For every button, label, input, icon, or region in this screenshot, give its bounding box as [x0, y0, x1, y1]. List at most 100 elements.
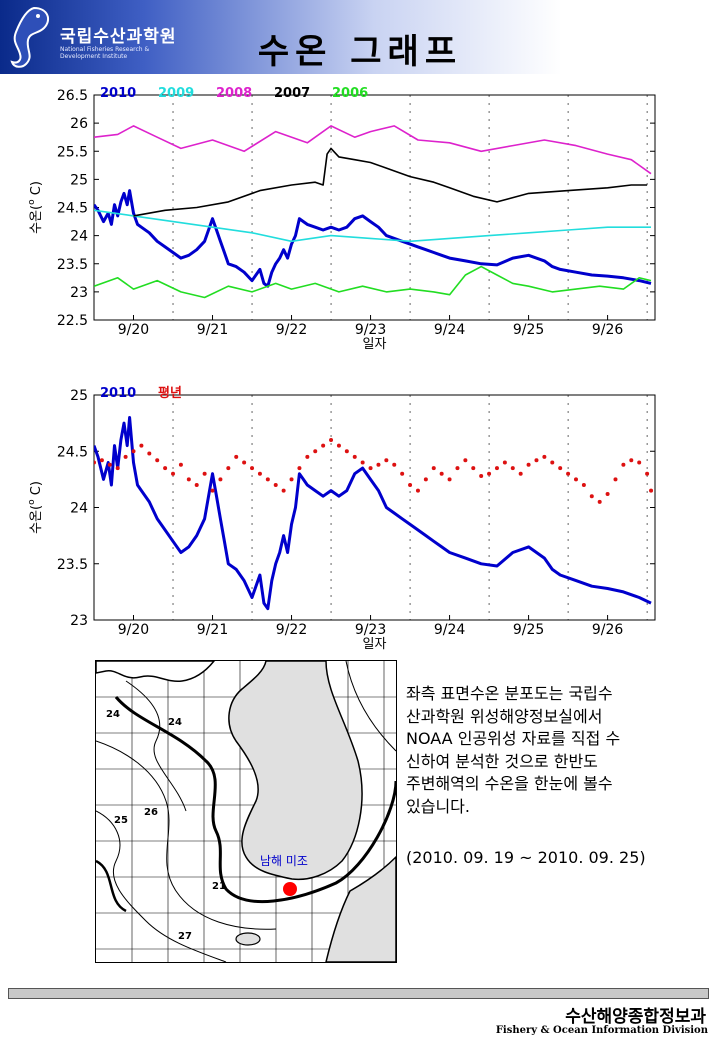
isotherm-3: [125, 680, 187, 812]
logo-org-name: 국립수산과학원: [60, 27, 177, 47]
location-label-namhae-mijo: 남해 미조: [260, 854, 308, 868]
isotherm-4: [95, 859, 127, 913]
data-point: [645, 471, 650, 476]
data-point: [494, 466, 499, 471]
data-point: [566, 471, 571, 476]
page-title: 수온 그래프: [257, 32, 463, 72]
data-point: [94, 460, 96, 465]
y-tick-label: 26: [70, 116, 88, 132]
map-isotherm-label-25: 25: [114, 815, 128, 826]
data-point: [597, 499, 602, 504]
data-point: [265, 477, 270, 482]
data-point: [439, 471, 444, 476]
isotherm-5: [345, 660, 397, 752]
data-point: [147, 451, 152, 456]
y-tick-label: 24: [70, 229, 88, 245]
x-tick-label: 9/25: [513, 322, 544, 338]
y-tick-label: 25: [70, 388, 88, 404]
data-point: [242, 460, 247, 465]
series-2006: [94, 265, 652, 299]
data-point: [534, 458, 539, 463]
x-tick-label: 9/24: [434, 322, 466, 338]
data-point: [518, 471, 523, 476]
x-tick-label: 9/26: [592, 622, 624, 638]
data-point: [415, 488, 420, 493]
footer-division-name-en: Fishery & Ocean Information Division: [495, 1025, 708, 1036]
series-line: [94, 189, 652, 288]
x-tick-label: 9/23: [355, 622, 386, 638]
x-tick-label: 9/21: [197, 622, 228, 638]
legend-entry: 평년: [158, 385, 182, 401]
logo-org-subtitle: National Fisheries Research & Developmen…: [60, 46, 150, 60]
y-tick-label: 23: [70, 613, 88, 629]
legend-entry: 2010: [100, 386, 136, 401]
data-point: [423, 477, 428, 482]
x-tick-label: 9/26: [592, 322, 624, 338]
data-point: [558, 466, 563, 471]
data-point: [344, 449, 349, 454]
nfrdi-logo: 국립수산과학원 National Fisheries Research & De…: [4, 2, 184, 72]
data-point: [573, 477, 578, 482]
series-line: [94, 416, 652, 611]
data-point: [218, 477, 223, 482]
data-point: [392, 462, 397, 467]
y-tick-label: 24: [70, 501, 88, 517]
data-point: [297, 466, 302, 471]
description-line: 주변해역의 수온을 한눈에 볼수: [406, 774, 613, 793]
location-marker: [283, 882, 297, 896]
data-point: [487, 471, 492, 476]
data-point: [463, 458, 468, 463]
map-description: 좌측 표면수온 분포도는 국립수 산과학원 위성해양정보실에서 NOAA 인공위…: [406, 683, 706, 818]
plot-area: [93, 394, 656, 621]
plot-area: [93, 94, 656, 321]
y-axis-label: 수온(o C): [27, 481, 44, 534]
legend-entry: 2009: [158, 86, 194, 101]
data-point: [281, 488, 286, 493]
y-axis-label-degree: o: [27, 499, 37, 505]
y-axis-label-main: 수온(: [29, 205, 44, 234]
legend-entry: 2008: [216, 86, 252, 101]
data-point: [447, 477, 452, 482]
series-line: [94, 209, 651, 243]
series-2009: [94, 209, 651, 243]
chart-2010-vs-normal: 23 23.5 24 24.5 25 9/20 9/21 9/22 9/23 9/24 9/25 9/…: [27, 385, 656, 650]
data-point: [629, 458, 634, 463]
data-point: [637, 460, 642, 465]
data-point: [250, 466, 255, 471]
data-point: [234, 454, 239, 459]
legend-entry: 2010: [100, 86, 136, 101]
series-line: [133, 147, 648, 217]
data-point: [107, 462, 112, 467]
data-point: [384, 458, 389, 463]
y-tick-label: 25: [70, 172, 88, 188]
map-isotherm-label-27: 27: [178, 931, 192, 942]
map-isotherm-label-26: 26: [144, 807, 158, 818]
series-2010: [94, 189, 652, 288]
data-point: [455, 466, 460, 471]
legend-entry: 2007: [274, 86, 310, 101]
data-point: [336, 443, 341, 448]
series-line: [94, 125, 652, 175]
x-tick-label: 9/24: [434, 622, 466, 638]
map-isotherm-label-24a: 24: [106, 709, 120, 720]
map-isotherm-label-21: 21: [212, 881, 226, 892]
data-point: [289, 477, 294, 482]
y-axis-label-main: 수온(: [29, 505, 44, 534]
description-line: 산과학원 위성해양정보실에서: [406, 706, 603, 726]
data-point: [305, 454, 310, 459]
y-tick-label: 23: [70, 285, 88, 301]
y-axis-label: 수온(o C): [27, 181, 44, 234]
data-point: [502, 460, 507, 465]
x-tick-label: 9/25: [513, 622, 544, 638]
data-point: [352, 454, 357, 459]
series-2008: [94, 125, 652, 175]
data-point: [360, 460, 365, 465]
korea-peninsula: [228, 660, 363, 881]
data-point: [542, 454, 547, 459]
legend-entry: 2006: [332, 86, 368, 101]
data-point: [115, 466, 120, 471]
data-point: [171, 471, 176, 476]
data-point: [368, 466, 373, 471]
series-line: [94, 265, 652, 299]
data-point: [202, 471, 207, 476]
